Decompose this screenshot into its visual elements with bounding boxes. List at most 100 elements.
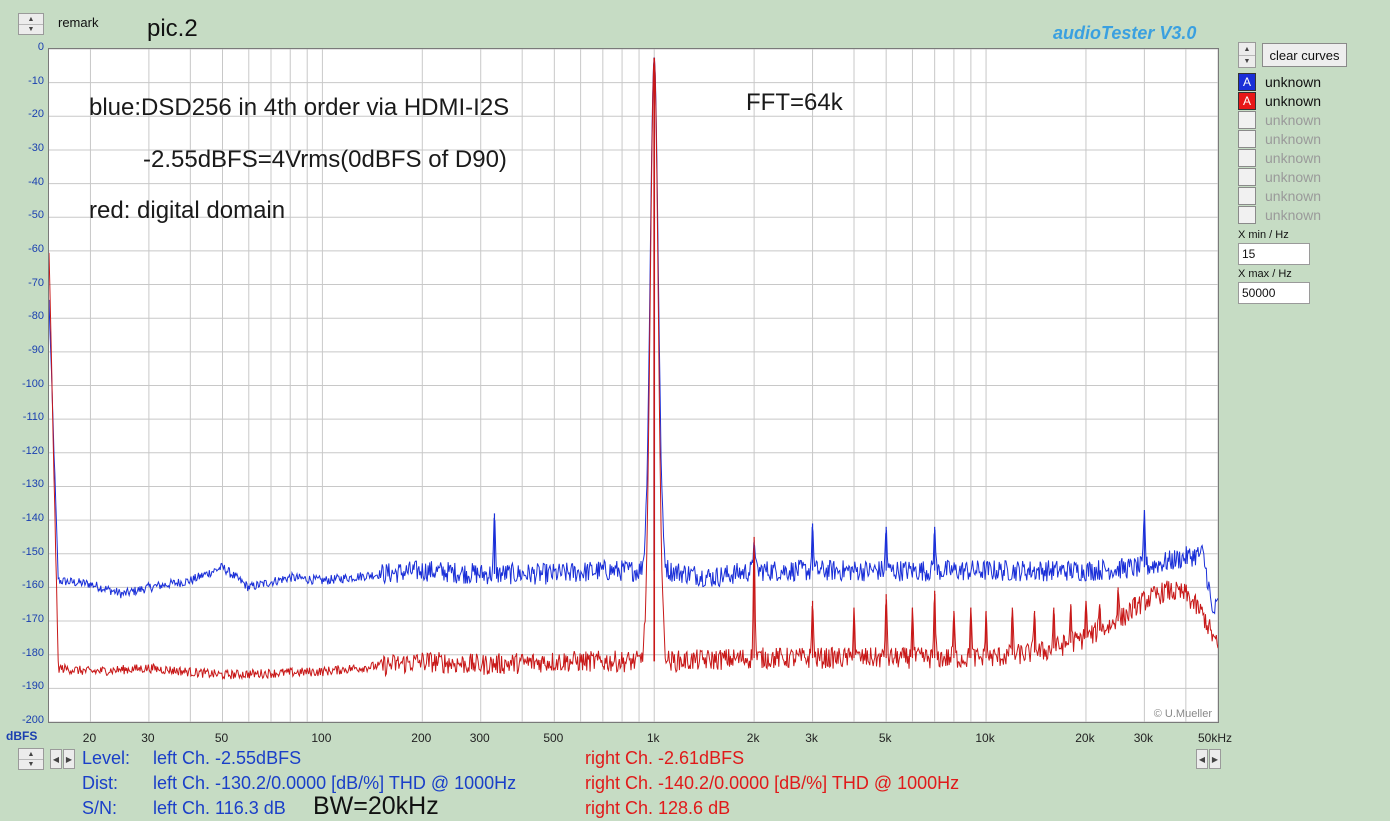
annotation-level: -2.55dBFS=4Vrms(0dBFS of D90) [143,146,507,173]
spinner-down-icon[interactable]: ▼ [27,760,35,768]
y-tick-label: -170 [21,613,44,626]
x-tick-label: 2k [746,731,760,745]
legend-label: unknown [1265,149,1322,166]
legend-swatch[interactable] [1238,110,1256,129]
spinner-up-icon[interactable]: ▲ [19,14,43,25]
legend-label: unknown [1265,111,1322,128]
legend-label: unknown [1265,92,1322,109]
xmax-label: X max / Hz [1238,268,1292,280]
y-tick-label: -130 [21,478,44,491]
x-tick-label: 3k [805,731,818,745]
xmin-input[interactable]: 15 [1238,243,1310,265]
x-tick-label: 10k [975,731,995,745]
legend-item[interactable]: unknown [1238,167,1321,186]
y-tick-label: -200 [21,714,44,726]
legend-label: unknown [1265,168,1322,185]
app-title: audioTester V3.0 [1053,23,1197,43]
scroll-right-icon[interactable]: ▶ [63,749,75,769]
y-tick-label: -160 [21,579,44,592]
x-tick-label: 300 [469,731,490,745]
y-tick-label: -90 [28,343,44,356]
legend-swatch[interactable] [1238,167,1256,186]
spinner-down-icon[interactable]: ▼ [1243,57,1251,65]
legend-item[interactable]: unknown [1238,129,1321,148]
x-tick-label: 20 [82,731,97,745]
y-tick-label: -60 [28,242,44,255]
spinner-down-icon[interactable]: ▼ [27,25,35,33]
right-level: right Ch. -2.61dBFS [585,748,745,768]
y-unit-label: dBFS [6,729,38,743]
y-tick-label: 0 [37,41,44,53]
stats-spinner[interactable]: ▲ ▼ [18,748,44,770]
left-sn: left Ch. 116.3 dB [153,798,286,818]
copyright-text: © U.Mueller [1153,708,1212,720]
x-tick-label: 1k [646,731,660,745]
xmin-label: X min / Hz [1238,229,1289,241]
y-tick-label: -20 [28,108,44,121]
spinner-up-icon[interactable]: ▲ [19,749,43,760]
y-tick-label: -180 [21,646,44,659]
y-tick-label: -30 [28,141,44,154]
x-tick-label: 5k [878,731,892,745]
bandwidth-label: BW=20kHz [313,792,439,820]
legend-label: unknown [1265,73,1322,90]
y-tick-label: -140 [21,512,44,525]
y-tick-label: -100 [21,377,44,390]
right-sn: right Ch. 128.6 dB [585,798,731,818]
curve-spinner[interactable]: ▲ ▼ [1238,42,1256,68]
x-tick-label: 20k [1075,731,1095,745]
series-line-red [49,58,1218,681]
legend-swatch[interactable] [1238,148,1256,167]
y-tick-label: -40 [28,175,44,188]
series-line-blue [49,57,1218,615]
right-dist: right Ch. -140.2/0.0000 [dB/%] THD @ 100… [585,773,960,793]
legend-label: unknown [1265,130,1322,147]
sn-label: S/N: [82,798,118,818]
scroll-right-icon[interactable]: ▶ [1209,749,1221,769]
legend-item[interactable]: unknown [1238,186,1321,205]
y-tick-label: -150 [21,545,44,558]
x-tick-label: 500 [543,731,564,745]
legend-swatch[interactable] [1238,186,1256,205]
legend-label: unknown [1265,206,1322,223]
legend-swatch[interactable]: A [1238,72,1256,91]
x-tick-label: 50kHz [1197,731,1233,745]
legend-item[interactable]: unknown [1238,148,1321,167]
legend-label: unknown [1265,187,1322,204]
annotation-fft: FFT=64k [746,89,843,116]
spectrum-plot[interactable]: blue:DSD256 in 4th order via HDMI-I2S -2… [48,48,1219,723]
x-tick-label: 30k [1133,731,1154,745]
annotation-blue: blue:DSD256 in 4th order via HDMI-I2S [89,94,510,121]
y-tick-label: -120 [21,444,44,457]
y-tick-label: -10 [28,74,44,87]
remark-text: pic.2 [147,15,198,42]
legend-swatch[interactable] [1238,205,1256,224]
scroll-left-icon[interactable]: ◀ [1196,749,1208,769]
y-tick-label: -50 [28,209,44,222]
x-tick-label: 50 [214,731,229,745]
x-tick-label: 30 [141,731,155,745]
spinner-up-icon[interactable]: ▲ [1239,43,1255,56]
clear-curves-button[interactable]: clear curves [1262,43,1347,67]
legend-swatch[interactable] [1238,129,1256,148]
annotation-red: red: digital domain [89,197,286,224]
scroll-left-icon[interactable]: ◀ [50,749,62,769]
left-level: left Ch. -2.55dBFS [153,748,302,768]
y-tick-label: -190 [21,680,44,693]
y-tick-label: -70 [28,276,44,289]
level-label: Level: [82,748,131,768]
legend-item[interactable]: unknown [1238,110,1321,129]
remark-spinner[interactable]: ▲ ▼ [18,13,44,35]
left-dist: left Ch. -130.2/0.0000 [dB/%] THD @ 1000… [153,773,517,793]
spectrum-chart [49,49,1218,722]
legend-swatch[interactable]: A [1238,91,1256,110]
dist-label: Dist: [82,773,118,793]
y-tick-label: -110 [22,411,44,424]
remark-label: remark [58,15,99,30]
x-tick-label: 100 [311,731,332,745]
legend-item[interactable]: unknown [1238,205,1321,224]
xmax-input[interactable]: 50000 [1238,282,1310,304]
y-tick-label: -80 [28,310,44,323]
